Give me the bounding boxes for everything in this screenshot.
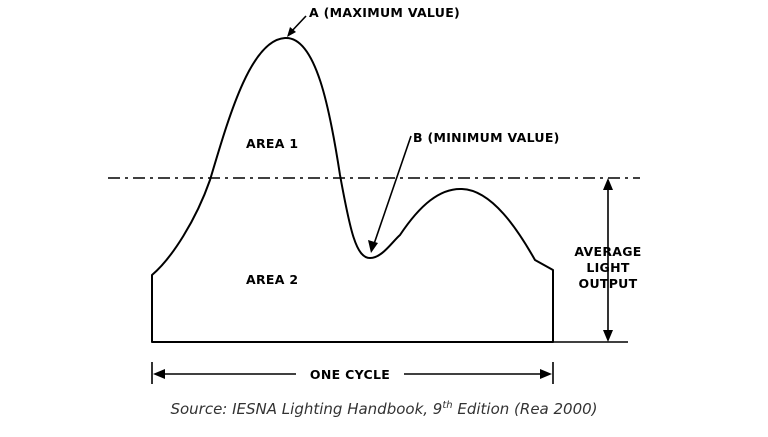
average-arrow-down xyxy=(603,330,613,342)
label-area-2: AREA 2 xyxy=(246,272,298,287)
label-one-cycle: ONE CYCLE xyxy=(310,367,390,382)
min-leader xyxy=(373,135,412,245)
waveform-curve xyxy=(151,36,554,343)
label-average-line1: AVERAGE xyxy=(574,244,641,259)
average-arrow-up xyxy=(603,178,613,190)
max-leader-arrowhead xyxy=(287,27,296,37)
label-min: B (MINIMUM VALUE) xyxy=(413,130,560,145)
min-leader-arrowhead xyxy=(368,240,378,253)
cycle-arrow-right xyxy=(540,369,552,379)
caption-suffix: Edition (Rea 2000) xyxy=(452,400,598,418)
label-average-line2: LIGHT xyxy=(586,260,630,275)
caption-superscript: th xyxy=(442,400,453,411)
label-average-line3: OUTPUT xyxy=(579,276,638,291)
cycle-arrow-left xyxy=(153,369,165,379)
caption-prefix: Source: IESNA Lighting Handbook, 9 xyxy=(170,400,443,418)
label-max: A (MAXIMUM VALUE) xyxy=(309,5,460,20)
source-caption: Source: IESNA Lighting Handbook, 9th Edi… xyxy=(0,400,768,418)
label-area-1: AREA 1 xyxy=(246,136,298,151)
